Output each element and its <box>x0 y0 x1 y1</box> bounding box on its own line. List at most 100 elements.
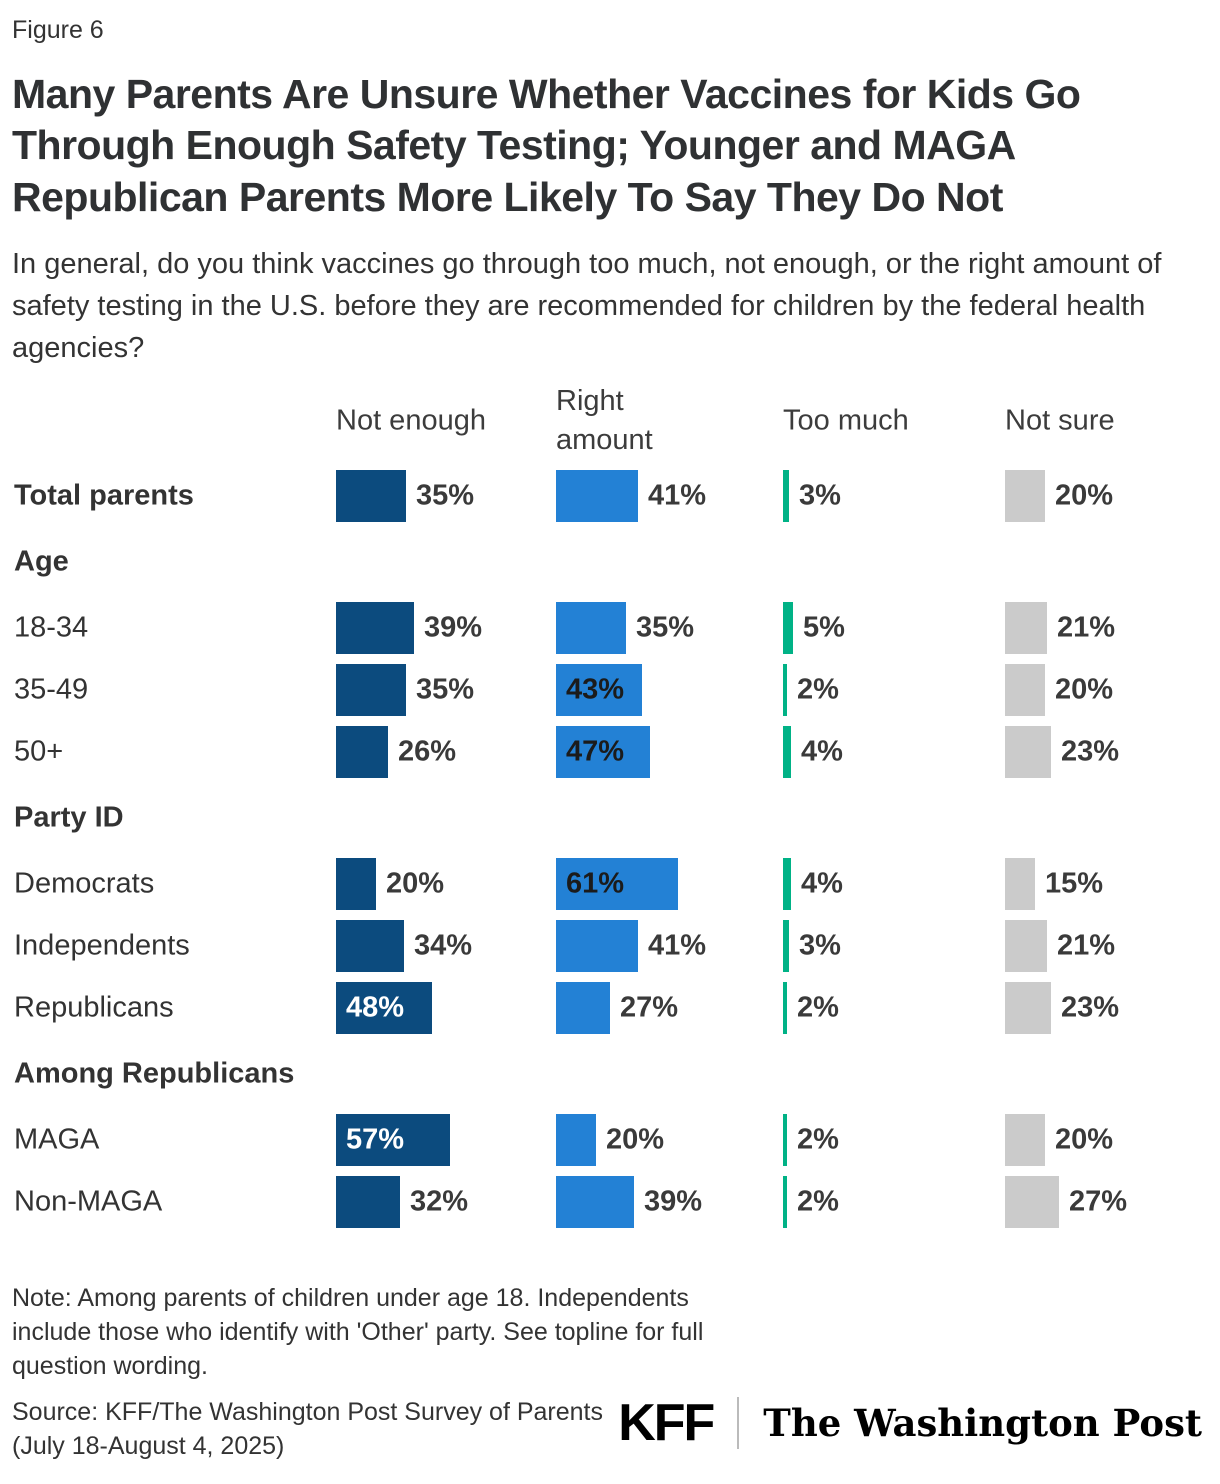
row-label: Democrats <box>14 867 155 900</box>
chart: Not enough Right amount Too much Not sure To… <box>12 377 1208 1233</box>
section-header-among-republicans: Among Republicans <box>12 1039 1208 1109</box>
row-label: Total parents <box>14 479 194 512</box>
value-label-too-much: 2% <box>797 991 839 1024</box>
bar-too-much <box>783 469 789 522</box>
footer: Source: KFF/The Washington Post Survey o… <box>12 1393 1208 1463</box>
section-header-age: Age <box>12 527 1208 597</box>
bar-not-enough <box>336 857 376 910</box>
row-label: 18-34 <box>14 611 89 644</box>
bar-not-enough <box>336 1175 400 1228</box>
bar-not-enough <box>336 469 406 522</box>
value-label-not-enough: 26% <box>398 735 457 768</box>
value-label-right-amount: 27% <box>620 991 679 1024</box>
bar-right-amount <box>556 601 626 654</box>
bar-right-amount <box>556 663 642 716</box>
chart-row-democrats: Democrats 20% 61% 4% 15% <box>12 853 1208 915</box>
value-label-right-amount: 39% <box>644 1185 703 1218</box>
bar-too-much <box>783 857 791 910</box>
source-text: Source: KFF/The Washington Post Survey o… <box>12 1397 604 1460</box>
bar-right-amount <box>556 919 638 972</box>
value-label-too-much: 4% <box>801 735 843 768</box>
chart-row-18-34: 18-34 39% 35% 5% 21% <box>12 597 1208 659</box>
row-label: MAGA <box>14 1123 100 1156</box>
value-label-too-much: 3% <box>799 929 841 962</box>
section-header-party-id: Party ID <box>12 783 1208 853</box>
value-label-not-sure: 20% <box>1055 673 1114 706</box>
value-label-not-sure: 21% <box>1057 611 1116 644</box>
row-label: Non-MAGA <box>14 1185 163 1218</box>
logo-separator <box>737 1396 740 1449</box>
bar-not-sure <box>1005 601 1047 654</box>
value-label-too-much: 4% <box>801 867 843 900</box>
kff-logo: KFF <box>618 1393 715 1452</box>
value-label-right-amount: 61% <box>566 867 625 900</box>
column-header-right-amount: Right amount <box>556 384 653 456</box>
value-label-not-sure: 21% <box>1057 929 1116 962</box>
survey-question-subtitle: In general, do you think vaccines go thr… <box>12 247 1162 364</box>
value-label-not-enough: 34% <box>414 929 473 962</box>
chart-row-maga: MAGA 57% 20% 2% 20% <box>12 1109 1208 1171</box>
value-label-not-sure: 20% <box>1055 479 1114 512</box>
value-label-right-amount: 47% <box>566 735 625 768</box>
value-label-too-much: 5% <box>803 611 845 644</box>
chart-row-independents: Independents 34% 41% 3% 21% <box>12 915 1208 977</box>
value-label-not-sure: 15% <box>1045 867 1104 900</box>
bar-right-amount <box>556 1175 634 1228</box>
value-label-too-much: 2% <box>797 1185 839 1218</box>
bar-not-sure <box>1005 919 1047 972</box>
value-label-too-much: 2% <box>797 1123 839 1156</box>
bar-not-sure <box>1005 469 1045 522</box>
chart-row-non-maga: Non-MAGA 32% 39% 2% 27% <box>12 1171 1208 1233</box>
column-header-too-much: Too much <box>783 404 909 437</box>
bar-not-enough <box>336 1113 450 1166</box>
bar-not-sure <box>1005 1175 1059 1228</box>
value-label-too-much: 3% <box>799 479 841 512</box>
note-text: Note: Among parents of children under ag… <box>12 1283 704 1380</box>
bar-right-amount <box>556 981 610 1034</box>
row-label: Age <box>14 545 69 578</box>
value-label-not-enough: 35% <box>416 479 475 512</box>
bar-not-enough <box>336 663 406 716</box>
bar-not-sure <box>1005 725 1051 778</box>
value-label-right-amount: 43% <box>566 673 625 706</box>
value-label-right-amount: 20% <box>606 1123 665 1156</box>
value-label-not-enough: 39% <box>424 611 483 644</box>
value-label-right-amount: 41% <box>648 929 707 962</box>
row-label: 35-49 <box>14 673 89 706</box>
bar-too-much <box>783 725 791 778</box>
chart-row-total-parents: Total parents 35% 41% 3% 20% <box>12 465 1208 527</box>
column-header-not-sure: Not sure <box>1005 404 1115 437</box>
figure-label: Figure 6 <box>12 16 104 44</box>
page-title: Many Parents Are Unsure Whether Vaccines… <box>12 71 1081 220</box>
value-label-not-sure: 23% <box>1061 991 1120 1024</box>
row-label: Party ID <box>14 801 124 834</box>
chart-row-35-49: 35-49 35% 43% 2% 20% <box>12 659 1208 721</box>
chart-column-headers: Not enough Right amount Too much Not sure <box>12 377 1208 465</box>
bar-not-enough <box>336 919 404 972</box>
bar-not-enough <box>336 725 388 778</box>
value-label-not-sure: 23% <box>1061 735 1120 768</box>
row-label: Independents <box>14 929 190 962</box>
value-label-not-enough: 20% <box>386 867 445 900</box>
washington-post-logo: The Washington Post <box>763 1400 1202 1445</box>
row-label: Republicans <box>14 991 174 1024</box>
bar-right-amount <box>556 469 638 522</box>
bar-too-much <box>783 1175 787 1228</box>
value-label-not-enough: 32% <box>410 1185 469 1218</box>
value-label-right-amount: 41% <box>648 479 707 512</box>
bar-not-sure <box>1005 981 1051 1034</box>
bar-not-enough <box>336 601 414 654</box>
chart-row-50: 50+ 26% 47% 4% 23% <box>12 721 1208 783</box>
value-label-too-much: 2% <box>797 673 839 706</box>
value-label-not-sure: 27% <box>1069 1185 1128 1218</box>
bar-right-amount <box>556 857 678 910</box>
chart-row-republicans: Republicans 48% 27% 2% 23% <box>12 977 1208 1039</box>
bar-not-enough <box>336 981 432 1034</box>
value-label-right-amount: 35% <box>636 611 695 644</box>
row-label: Among Republicans <box>14 1057 295 1090</box>
bar-too-much <box>783 601 793 654</box>
bar-not-sure <box>1005 663 1045 716</box>
value-label-not-sure: 20% <box>1055 1123 1114 1156</box>
logo-group: KFF The Washington Post <box>618 1393 1208 1463</box>
